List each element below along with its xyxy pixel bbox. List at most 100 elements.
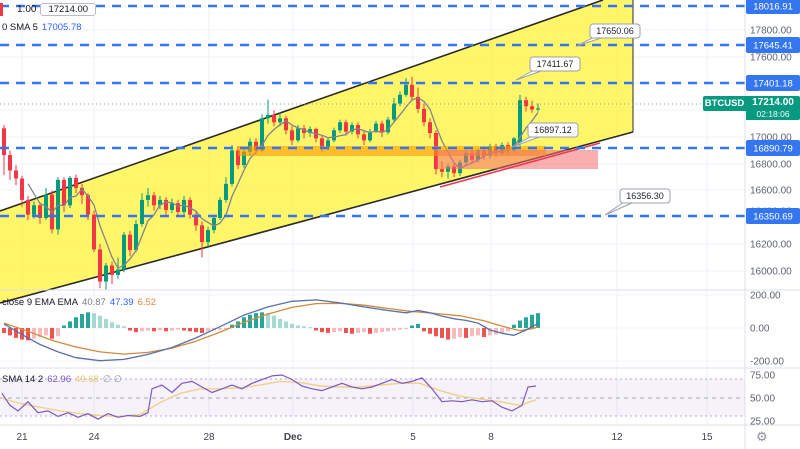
macd-hist-bar bbox=[536, 313, 540, 328]
candle-body bbox=[278, 118, 282, 123]
macd-hist-bar bbox=[50, 328, 54, 339]
candle-body bbox=[194, 214, 198, 226]
candle-body bbox=[368, 131, 372, 141]
macd-hist-bar bbox=[362, 328, 366, 333]
candle-body bbox=[410, 84, 414, 97]
macd-hist-bar bbox=[524, 317, 528, 328]
level-price-pill-text: 16350.69 bbox=[753, 212, 793, 223]
channel-top-line[interactable] bbox=[0, 0, 604, 212]
macd-hist-value: 40.87 bbox=[82, 297, 106, 308]
price-callout[interactable] bbox=[527, 122, 579, 138]
price-callout-text: 16897.12 bbox=[534, 125, 572, 135]
rsi-label: SMA 14 2 bbox=[2, 374, 44, 385]
macd-hist-bar bbox=[434, 328, 438, 337]
macd-hist-bar bbox=[290, 323, 294, 328]
macd-hist-bar bbox=[410, 325, 414, 328]
level-price-pill-text: 17645.41 bbox=[753, 41, 793, 52]
sma-legend-row[interactable]: 0 SMA 5 17005.78 bbox=[2, 22, 86, 33]
candle-body bbox=[230, 150, 234, 184]
macd-hist-bar bbox=[182, 328, 186, 331]
candle-body bbox=[200, 225, 204, 243]
rsi-tick: 50.00 bbox=[750, 394, 775, 405]
candle-body bbox=[128, 234, 132, 251]
macd-signal-line bbox=[3, 302, 539, 355]
candle-body bbox=[272, 114, 276, 123]
macd-hist-bar bbox=[296, 325, 300, 328]
macd-hist-bar bbox=[308, 327, 312, 329]
macd-hist-bar bbox=[386, 328, 390, 332]
macd-hist-bar bbox=[44, 328, 48, 336]
time-tick: Dec bbox=[284, 432, 303, 443]
candle-body bbox=[26, 199, 30, 215]
price-input-box[interactable]: 17214.00 bbox=[40, 3, 97, 16]
price-callout[interactable] bbox=[529, 56, 581, 72]
settings-gear-icon[interactable]: ⚙ bbox=[756, 429, 768, 444]
macd-legend-row[interactable]: close 9 EMA EMA 40.87 47.39 6.52 bbox=[2, 297, 160, 308]
price-tick: 16200.00 bbox=[750, 240, 792, 251]
candle-body bbox=[206, 230, 210, 243]
price-tick: 16600.00 bbox=[750, 186, 792, 197]
candle-body bbox=[218, 199, 222, 218]
macd-hist-bar bbox=[488, 328, 492, 336]
candle-body bbox=[446, 166, 450, 172]
candle-body bbox=[356, 124, 360, 135]
macd-tick: -200.00 bbox=[750, 357, 784, 368]
macd-tick: 0.00 bbox=[750, 324, 770, 335]
level-price-pill-text: 17401.18 bbox=[753, 79, 793, 90]
symbol-legend-row[interactable]: 1.00 17214.00 bbox=[17, 3, 100, 16]
macd-hist-bar bbox=[464, 328, 468, 338]
candle-body bbox=[344, 122, 348, 132]
callout-tail[interactable] bbox=[604, 201, 635, 216]
macd-line-value: 47.39 bbox=[109, 297, 134, 308]
candle-body bbox=[386, 119, 390, 133]
candle-body bbox=[362, 134, 366, 141]
last-price-label: 17214.00 02:18:06 bbox=[746, 96, 800, 120]
price-axis-area[interactable] bbox=[745, 0, 800, 449]
price-callout[interactable] bbox=[589, 23, 641, 39]
candle-body bbox=[104, 265, 108, 282]
macd-hist-bar bbox=[218, 328, 222, 330]
macd-hist-bar bbox=[80, 313, 84, 328]
candle-body bbox=[116, 269, 120, 275]
candle-body bbox=[308, 128, 312, 133]
macd-line bbox=[3, 299, 539, 362]
candle-body bbox=[110, 265, 114, 275]
candle-body bbox=[242, 151, 246, 166]
macd-hist-bar bbox=[140, 328, 144, 332]
macd-hist-bar bbox=[188, 328, 192, 332]
legend-interval: 1.00 bbox=[17, 4, 37, 15]
macd-hist-bar bbox=[20, 328, 24, 340]
rsi-tick: 75.00 bbox=[750, 371, 775, 382]
candle-body bbox=[38, 205, 42, 218]
candle-body bbox=[260, 118, 264, 151]
time-axis-area[interactable] bbox=[0, 425, 800, 449]
macd-hist-bar bbox=[314, 328, 318, 331]
candle-body bbox=[326, 140, 330, 148]
rsi-legend-row[interactable]: SMA 14 2 62.96 49.68 ∅ ∅ bbox=[2, 374, 126, 385]
candle-body bbox=[152, 195, 156, 206]
candle-body bbox=[158, 199, 162, 206]
macd-hist-bar bbox=[470, 328, 474, 337]
time-tick: 5 bbox=[410, 432, 416, 443]
time-tick: 12 bbox=[611, 432, 623, 443]
macd-hist-bar bbox=[158, 328, 162, 331]
macd-hist-bar bbox=[338, 328, 342, 332]
candle-body bbox=[170, 203, 174, 210]
candle-body bbox=[14, 170, 18, 179]
candle-body bbox=[374, 123, 378, 132]
candle-body bbox=[146, 195, 150, 200]
macd-hist-bar bbox=[506, 328, 510, 332]
time-tick: 21 bbox=[16, 432, 28, 443]
support-trendline[interactable] bbox=[439, 142, 601, 188]
macd-hist-bar bbox=[176, 328, 180, 330]
macd-hist-bar bbox=[332, 328, 336, 333]
candle-body bbox=[62, 179, 66, 206]
candle-body bbox=[8, 155, 12, 171]
candle-body bbox=[236, 150, 240, 166]
price-callout[interactable] bbox=[619, 188, 671, 204]
macd-hist-bar bbox=[476, 328, 480, 336]
macd-hist-bar bbox=[392, 328, 396, 331]
resistance-flip-band[interactable] bbox=[238, 146, 546, 156]
candle-body bbox=[122, 234, 126, 270]
